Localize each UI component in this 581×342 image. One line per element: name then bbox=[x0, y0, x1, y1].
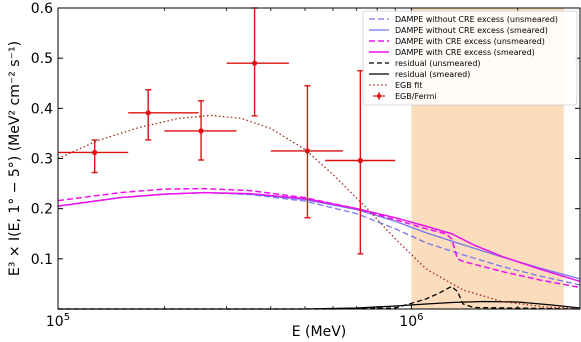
legend-label-points: EGB/Fermi bbox=[395, 92, 437, 101]
series-line-3 bbox=[57, 191, 581, 283]
legend-label-1: DAMPE without CRE excess (smeared) bbox=[395, 26, 548, 35]
data-point-0 bbox=[58, 139, 129, 174]
data-points-layer bbox=[58, 7, 396, 255]
legend-label-0: DAMPE without CRE excess (unsmeared) bbox=[395, 15, 558, 24]
legend-point-marker bbox=[376, 93, 382, 99]
series-line-0 bbox=[57, 191, 581, 286]
series-line-6 bbox=[57, 114, 581, 310]
point-marker bbox=[145, 110, 151, 116]
legend-label-3: DAMPE with CRE excess (smeared) bbox=[395, 48, 535, 57]
legend-label-6: EGB fit bbox=[395, 81, 422, 90]
y-tick-label: 0.4 bbox=[31, 101, 53, 117]
point-marker bbox=[251, 60, 258, 66]
point-marker bbox=[357, 157, 363, 164]
data-point-4 bbox=[270, 85, 343, 219]
y-tick-label: 0.2 bbox=[31, 202, 53, 218]
point-marker bbox=[198, 128, 204, 134]
data-point-2 bbox=[164, 100, 237, 161]
legend-label-5: residual (smeared) bbox=[395, 70, 470, 79]
x-tick-label: 105 bbox=[46, 312, 70, 330]
x-tick-label: 106 bbox=[399, 312, 423, 330]
y-tick-label: 0.1 bbox=[31, 252, 53, 268]
y-tick-label: 0.6 bbox=[31, 1, 53, 17]
legend-box bbox=[362, 10, 578, 106]
y-tick-label: 0.3 bbox=[31, 152, 53, 168]
x-axis-label: E (MeV) bbox=[292, 324, 347, 340]
data-point-1 bbox=[128, 89, 199, 141]
y-tick-label: 0.5 bbox=[31, 51, 53, 67]
legend-label-4: residual (unsmeared) bbox=[395, 59, 481, 68]
series-line-2 bbox=[57, 187, 581, 289]
data-point-3 bbox=[226, 7, 289, 117]
legend: DAMPE without CRE excess (unsmeared) DAMP… bbox=[362, 10, 578, 106]
point-marker bbox=[304, 148, 311, 154]
axis-ticks: 0.1 0.2 0.3 0.4 0.5 0.6 105 106 bbox=[31, 1, 581, 330]
data-point-5 bbox=[325, 70, 396, 255]
legend-label-2: DAMPE with CRE excess (unsmeared) bbox=[395, 37, 545, 46]
y-axis-label: E³ × I(E, 1° − 5°) (MeV² cm⁻² s⁻¹) bbox=[7, 41, 23, 276]
point-marker bbox=[92, 149, 98, 156]
